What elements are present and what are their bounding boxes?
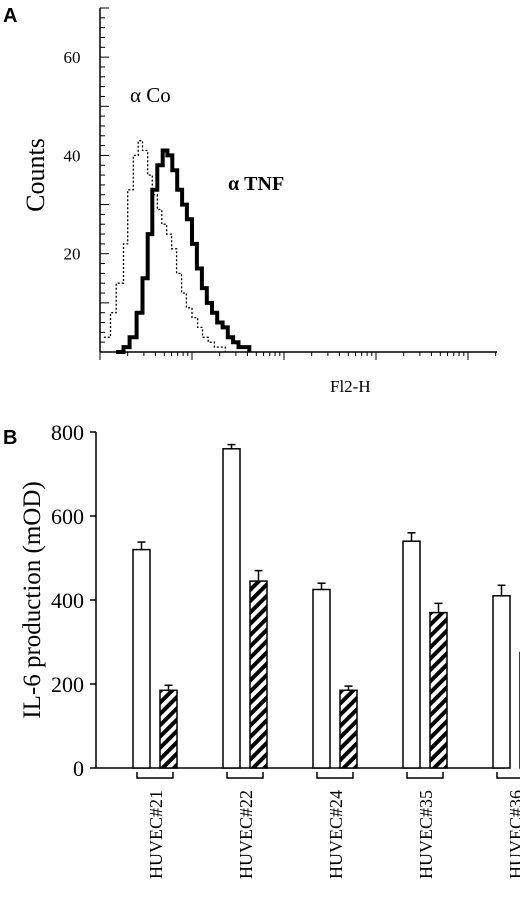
y-tick-label: 0 [73, 756, 84, 781]
bar-open [132, 548, 151, 769]
category-label: HUVEC#35 [416, 790, 436, 879]
panel-a-label: A [3, 5, 17, 27]
group-bracket [136, 772, 174, 779]
y-axis-label-counts: Counts [21, 138, 50, 212]
category-label: HUVEC#24 [326, 790, 346, 879]
bar-hatched [159, 689, 178, 769]
group-bracket [406, 772, 444, 779]
x-axis-label-fl2h: Fl2-H [330, 377, 371, 396]
y-tick-label: 20 [64, 245, 81, 264]
histogram-plot: 20 40 60 [64, 7, 497, 360]
category-label: HUVEC#22 [236, 790, 256, 879]
bar-open [222, 448, 241, 769]
bar-open [402, 540, 421, 769]
group-bracket [496, 772, 520, 779]
bar-hatched [339, 689, 358, 769]
bar-hatched [249, 580, 268, 769]
panel-b-label: B [3, 427, 17, 449]
y-tick-label: 60 [64, 48, 81, 67]
bar-plot: 0 200 400 600 800 HUVEC#21 HUVEC#22 HUVEC#24 HUV… [51, 420, 520, 879]
annotation-alpha-co: α Co [130, 83, 171, 107]
series-line-alpha-co [103, 140, 226, 352]
annotation-alpha-tnf: α TNF [228, 173, 284, 195]
bar-open [492, 595, 511, 769]
bar-open [312, 588, 331, 769]
bar-hatched [429, 611, 448, 769]
y-tick-label: 800 [51, 420, 84, 445]
y-tick-label: 40 [64, 146, 81, 165]
category-label: HUVEC#21 [146, 790, 166, 879]
y-tick-label: 600 [51, 504, 84, 529]
series-line-alpha-tnf [116, 148, 252, 354]
group-bracket [316, 772, 354, 779]
category-label: HUVEC#36 [506, 790, 520, 879]
group-bracket [226, 772, 264, 779]
y-axis-label-il6: IL-6 production (mOD) [19, 481, 46, 718]
y-tick-label: 200 [51, 672, 84, 697]
y-tick-label: 400 [51, 588, 84, 613]
